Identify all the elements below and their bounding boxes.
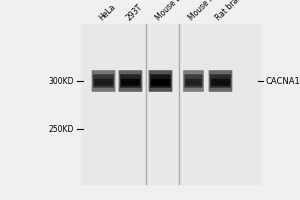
FancyBboxPatch shape: [150, 74, 171, 88]
FancyBboxPatch shape: [94, 79, 113, 86]
FancyBboxPatch shape: [119, 70, 142, 92]
FancyBboxPatch shape: [120, 74, 141, 88]
FancyBboxPatch shape: [149, 70, 172, 92]
FancyBboxPatch shape: [210, 74, 231, 88]
FancyBboxPatch shape: [151, 79, 170, 86]
FancyBboxPatch shape: [184, 74, 202, 88]
FancyBboxPatch shape: [121, 79, 140, 86]
Text: CACNA1E: CACNA1E: [266, 76, 300, 86]
FancyBboxPatch shape: [209, 70, 232, 92]
FancyBboxPatch shape: [93, 74, 114, 88]
Bar: [81, 24, 261, 184]
Text: 300KD: 300KD: [48, 76, 74, 86]
FancyBboxPatch shape: [183, 70, 204, 92]
Text: HeLa: HeLa: [97, 2, 117, 22]
FancyBboxPatch shape: [211, 79, 230, 86]
FancyBboxPatch shape: [185, 79, 202, 86]
Text: 250KD: 250KD: [48, 124, 74, 134]
FancyBboxPatch shape: [92, 70, 116, 92]
Text: 293T: 293T: [124, 2, 144, 22]
Text: Mouse liver: Mouse liver: [187, 0, 225, 22]
Text: Rat brain: Rat brain: [214, 0, 246, 22]
Text: Mouse brain: Mouse brain: [154, 0, 194, 22]
